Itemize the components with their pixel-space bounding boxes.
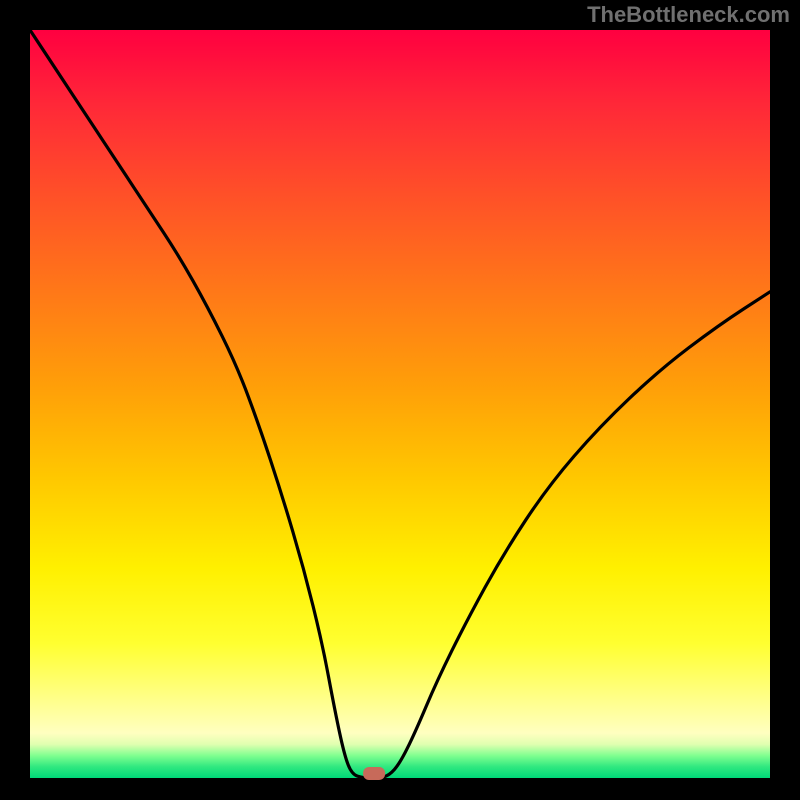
optimum-marker: [363, 767, 385, 780]
plot-background-gradient: [30, 30, 770, 778]
bottleneck-chart: [0, 0, 800, 800]
watermark-text: TheBottleneck.com: [587, 2, 790, 28]
chart-container: TheBottleneck.com: [0, 0, 800, 800]
